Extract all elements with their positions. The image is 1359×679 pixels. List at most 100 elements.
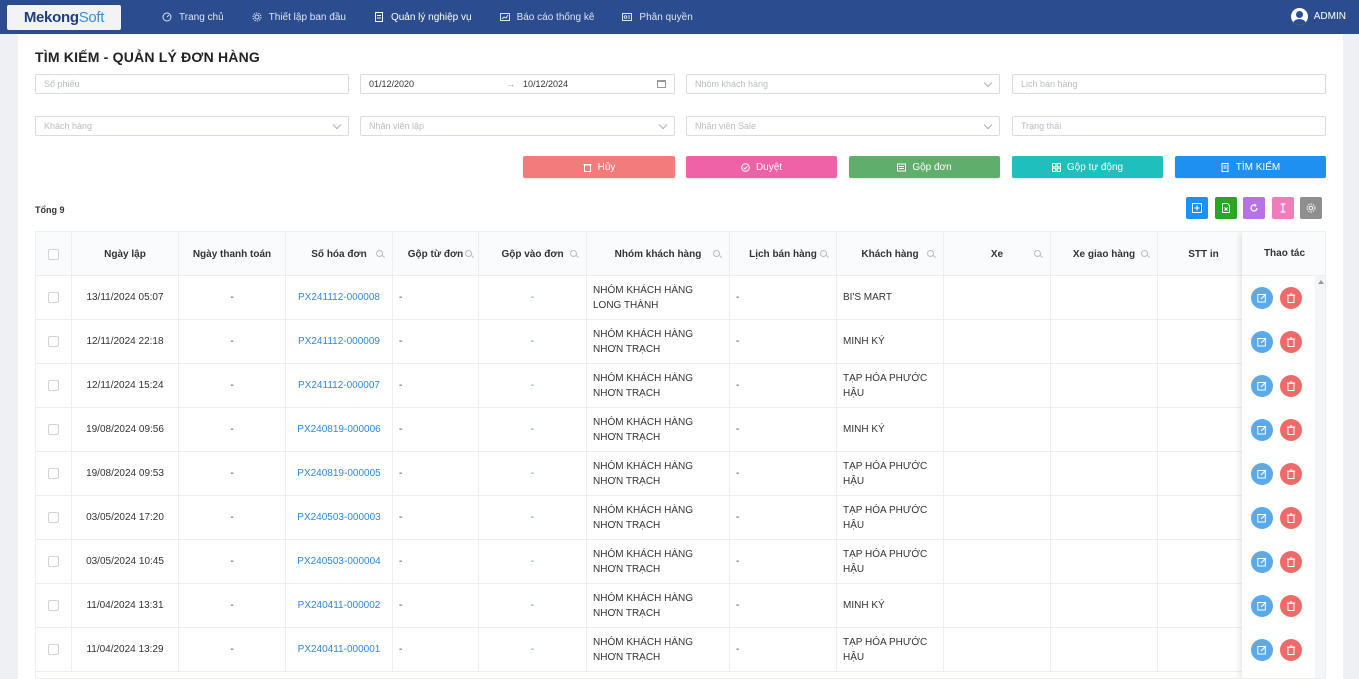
- cell-so-hoa-don-link[interactable]: PX240503-000003: [286, 496, 393, 539]
- edit-button[interactable]: [1251, 551, 1273, 573]
- cancel-button[interactable]: Hủy: [523, 156, 675, 178]
- table-row[interactable]: 19/08/2024 09:53- PX240819-000005- - NHÓM K…: [36, 452, 1325, 496]
- search-icon[interactable]: [713, 250, 720, 257]
- row-checkbox[interactable]: [48, 336, 59, 347]
- search-icon[interactable]: [465, 250, 472, 257]
- date-range-picker[interactable]: 01/12/2020 → 10/12/2024: [360, 74, 675, 94]
- delete-button[interactable]: [1280, 551, 1302, 573]
- col-gop-vao-don[interactable]: Gộp vào đơn: [479, 232, 587, 276]
- cell-so-hoa-don-link[interactable]: PX241112-000009: [286, 320, 393, 363]
- row-checkbox[interactable]: [48, 424, 59, 435]
- nhom-khach-hang-select[interactable]: Nhóm khách hàng: [686, 74, 1000, 94]
- export-excel-button[interactable]: [1215, 197, 1237, 219]
- trang-thai-input[interactable]: Trạng thái: [1012, 116, 1326, 136]
- row-checkbox[interactable]: [48, 644, 59, 655]
- delete-button[interactable]: [1280, 463, 1302, 485]
- delete-button[interactable]: [1280, 507, 1302, 529]
- cell-so-hoa-don-link[interactable]: PX240503-000004: [286, 540, 393, 583]
- cell-so-hoa-don-link[interactable]: PX241112-000008: [286, 276, 393, 319]
- merge-order-button[interactable]: Gộp đơn: [849, 156, 1000, 178]
- date-to[interactable]: 10/12/2024: [523, 79, 569, 89]
- search-icon[interactable]: [1141, 250, 1148, 257]
- row-checkbox[interactable]: [48, 512, 59, 523]
- nhan-vien-lap-select[interactable]: Nhân viên lập: [360, 116, 675, 136]
- auto-merge-button[interactable]: Gộp tự động: [1012, 156, 1163, 178]
- nav-item-bao-cao[interactable]: Báo cáo thống kê: [499, 12, 594, 23]
- vertical-scrollbar[interactable]: [1315, 276, 1325, 678]
- row-checkbox[interactable]: [48, 468, 59, 479]
- search-button[interactable]: TÌM KIẾM: [1175, 156, 1326, 178]
- col-lich-ban-hang[interactable]: Lịch bán hàng: [730, 232, 837, 276]
- row-checkbox[interactable]: [48, 600, 59, 611]
- table-row[interactable]: 13/11/2024 05:07- PX241112-000008- - NHÓM K…: [36, 276, 1325, 320]
- date-from[interactable]: 01/12/2020: [369, 79, 415, 89]
- user-menu[interactable]: ADMIN: [1290, 8, 1346, 25]
- table-row[interactable]: 03/05/2024 10:45- PX240503-000004- - NHÓM K…: [36, 540, 1325, 584]
- edit-button[interactable]: [1251, 507, 1273, 529]
- col-xe[interactable]: Xe: [944, 232, 1051, 276]
- table-settings-button[interactable]: [1300, 197, 1322, 219]
- search-icon[interactable]: [376, 250, 383, 257]
- khach-hang-select[interactable]: Khách hàng: [35, 116, 349, 136]
- cell-so-hoa-don-link[interactable]: PX240411-000002: [286, 584, 393, 627]
- scroll-up-arrow-icon[interactable]: [1318, 280, 1324, 284]
- edit-button[interactable]: [1251, 463, 1273, 485]
- edit-button[interactable]: [1251, 419, 1273, 441]
- brand-logo[interactable]: Mekong Soft: [7, 5, 121, 30]
- approve-button[interactable]: Duyệt: [686, 156, 837, 178]
- table-row[interactable]: 12/11/2024 15:24- PX241112-000007- - NHÓM K…: [36, 364, 1325, 408]
- nhan-vien-sale-select[interactable]: Nhân viên Sale: [686, 116, 1000, 136]
- col-label: Xe: [990, 248, 1004, 260]
- edit-button[interactable]: [1251, 375, 1273, 397]
- refresh-button[interactable]: [1243, 197, 1265, 219]
- search-icon[interactable]: [1034, 250, 1041, 257]
- cell-so-hoa-don-link[interactable]: PX240819-000005: [286, 452, 393, 495]
- table-row[interactable]: 11/04/2024 13:29- PX240411-000001- - NHÓM K…: [36, 628, 1325, 672]
- search-icon[interactable]: [570, 250, 577, 257]
- nav-item-trang-chu[interactable]: Trang chủ: [162, 12, 224, 23]
- table-row[interactable]: 19/08/2024 09:56- PX240819-000006- - NHÓM K…: [36, 408, 1325, 452]
- col-gop-tu-don[interactable]: Gộp từ đơn: [393, 232, 479, 276]
- row-checkbox[interactable]: [48, 292, 59, 303]
- row-checkbox[interactable]: [48, 556, 59, 567]
- edit-button[interactable]: [1251, 595, 1273, 617]
- cell-xe: [944, 496, 1051, 539]
- lich-ban-hang-input[interactable]: Lịch bán hàng: [1012, 74, 1326, 94]
- table-row[interactable]: 12/11/2024 22:18- PX241112-000009- - NHÓM K…: [36, 320, 1325, 364]
- col-stt-in[interactable]: STT in: [1158, 232, 1250, 276]
- col-ngay-thanh-toan[interactable]: Ngày thanh toán: [179, 232, 286, 276]
- edit-button[interactable]: [1251, 287, 1273, 309]
- col-ngay-lap[interactable]: Ngày lập: [72, 232, 179, 276]
- select-all-checkbox[interactable]: [48, 248, 59, 260]
- nav-item-thiet-lap[interactable]: Thiết lập ban đầu: [252, 12, 346, 23]
- cell-xe: [944, 540, 1051, 583]
- delete-button[interactable]: [1280, 595, 1302, 617]
- cell-so-hoa-don-link[interactable]: PX240411-000001: [286, 628, 393, 671]
- search-icon[interactable]: [927, 250, 934, 257]
- delete-button[interactable]: [1280, 639, 1302, 661]
- col-xe-giao-hang[interactable]: Xe giao hàng: [1051, 232, 1158, 276]
- col-nhom-khach-hang[interactable]: Nhóm khách hàng: [587, 232, 730, 276]
- add-new-button[interactable]: [1186, 197, 1208, 219]
- column-width-button[interactable]: [1272, 197, 1294, 219]
- edit-button[interactable]: [1251, 331, 1273, 353]
- row-checkbox[interactable]: [48, 380, 59, 391]
- cell-so-hoa-don-link[interactable]: PX241112-000007: [286, 364, 393, 407]
- nav-item-phan-quyen[interactable]: Phân quyền: [622, 12, 693, 23]
- delete-button[interactable]: [1280, 287, 1302, 309]
- col-so-hoa-don[interactable]: Số hóa đơn: [286, 232, 393, 276]
- edit-button[interactable]: [1251, 639, 1273, 661]
- table-row[interactable]: 11/04/2024 13:31- PX240411-000002- - NHÓM K…: [36, 584, 1325, 628]
- delete-button[interactable]: [1280, 375, 1302, 397]
- search-icon[interactable]: [820, 250, 827, 257]
- edit-icon: [1257, 293, 1267, 303]
- nav-item-quan-ly-nghiep-vu[interactable]: Quản lý nghiệp vụ: [374, 12, 472, 23]
- cell-so-hoa-don-link[interactable]: PX240819-000006: [286, 408, 393, 451]
- so-phieu-input[interactable]: Số phiếu: [35, 74, 349, 94]
- delete-button[interactable]: [1280, 419, 1302, 441]
- cell-xe-giao-hang: [1051, 408, 1158, 451]
- edit-icon: [1257, 513, 1267, 523]
- delete-button[interactable]: [1280, 331, 1302, 353]
- table-row[interactable]: 03/05/2024 17:20- PX240503-000003- - NHÓM K…: [36, 496, 1325, 540]
- col-khach-hang[interactable]: Khách hàng: [837, 232, 944, 276]
